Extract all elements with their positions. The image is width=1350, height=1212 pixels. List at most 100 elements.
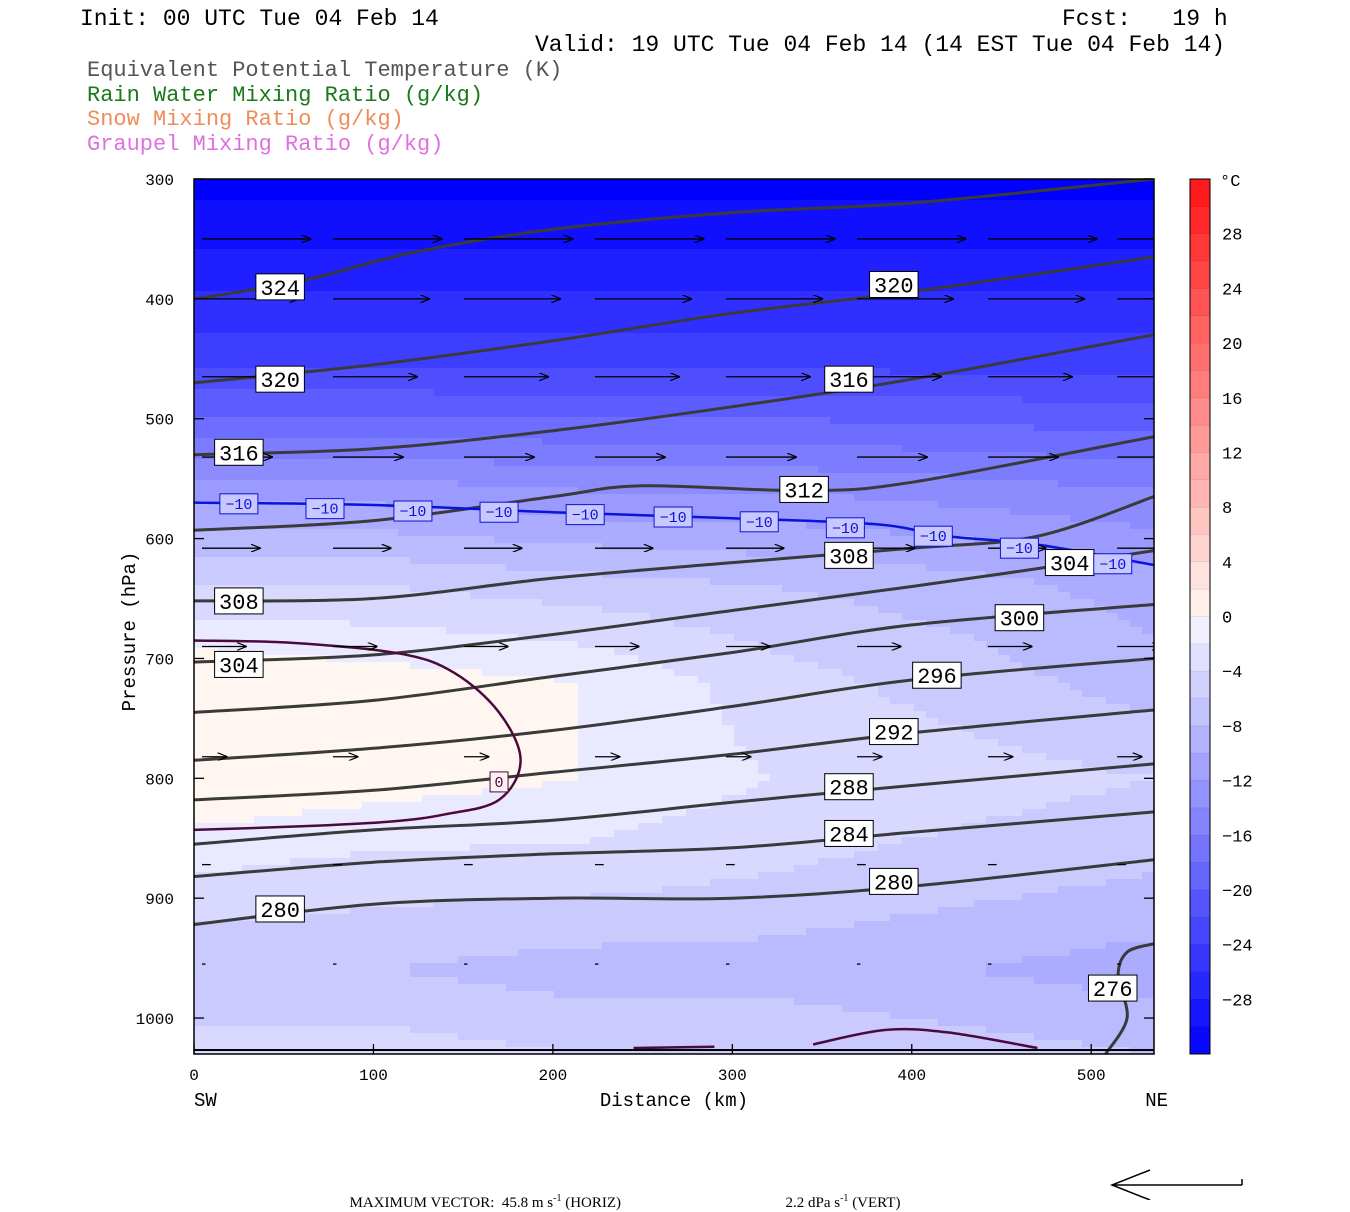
temperature-cell: [614, 550, 627, 558]
temperature-cell: [194, 445, 207, 453]
temperature-cell: [302, 480, 315, 488]
temperature-cell: [746, 221, 759, 229]
temperature-cell: [470, 599, 483, 607]
temperature-cell: [710, 501, 723, 509]
temperature-cell: [686, 298, 699, 306]
temperature-cell: [1058, 277, 1071, 285]
temperature-cell: [302, 585, 315, 593]
temperature-cell: [422, 571, 435, 579]
temperature-cell: [350, 550, 363, 558]
temperature-cell: [230, 571, 243, 579]
temperature-cell: [1034, 592, 1047, 600]
temperature-cell: [206, 487, 219, 495]
temperature-cell: [446, 298, 459, 306]
temperature-cell: [602, 536, 615, 544]
temperature-cell: [1094, 375, 1107, 383]
temperature-cell: [806, 263, 819, 271]
temperature-cell: [998, 319, 1011, 327]
temperature-cell: [410, 347, 423, 355]
temperature-cell: [866, 396, 879, 404]
temperature-cell: [1094, 487, 1107, 495]
temperature-cell: [866, 256, 879, 264]
temperature-cell: [506, 564, 519, 572]
temperature-cell: [1118, 473, 1131, 481]
temperature-cell: [230, 410, 243, 418]
temperature-cell: [818, 361, 831, 369]
temperature-cell: [806, 354, 819, 362]
temperature-cell: [542, 347, 555, 355]
temperature-cell: [566, 578, 579, 586]
temperature-cell: [710, 263, 723, 271]
temperature-cell: [1010, 326, 1023, 334]
temperature-cell: [842, 494, 855, 502]
temperature-cell: [374, 382, 387, 390]
temperature-cell: [218, 480, 231, 488]
temperature-cell: [530, 193, 543, 201]
temperature-cell: [782, 585, 795, 593]
temperature-cell: [422, 613, 435, 621]
temperature-cell: [230, 389, 243, 397]
temperature-cell: [278, 354, 291, 362]
temperature-cell: [1106, 221, 1119, 229]
temperature-cell: [830, 319, 843, 327]
temperature-cell: [758, 459, 771, 467]
temperature-cell: [314, 277, 327, 285]
temperature-cell: [734, 228, 747, 236]
temperature-cell: [506, 193, 519, 201]
temperature-cell: [770, 501, 783, 509]
temperature-cell: [374, 557, 387, 565]
temperature-cell: [194, 606, 207, 614]
temperature-cell: [1118, 319, 1131, 327]
temperature-cell: [662, 277, 675, 285]
temperature-cell: [1034, 571, 1047, 579]
temperature-cell: [890, 571, 903, 579]
temperature-cell: [530, 424, 543, 432]
temperature-cell: [350, 368, 363, 376]
temperature-cell: [518, 487, 531, 495]
temperature-cell: [230, 284, 243, 292]
temperature-cell: [1106, 599, 1119, 607]
temperature-cell: [1022, 326, 1035, 334]
temperature-cell: [506, 242, 519, 250]
temperature-cell: [470, 375, 483, 383]
temperature-cell: [878, 375, 891, 383]
temperature-cell: [794, 214, 807, 222]
temperature-cell: [1022, 319, 1035, 327]
temperature-cell: [638, 473, 651, 481]
temperature-cell: [566, 263, 579, 271]
temperature-cell: [314, 312, 327, 320]
temperature-cell: [362, 186, 375, 194]
temperature-cell: [938, 396, 951, 404]
temperature-cell: [626, 263, 639, 271]
temperature-cell: [218, 347, 231, 355]
temperature-cell: [530, 214, 543, 222]
temperature-cell: [926, 452, 939, 460]
temperature-cell: [686, 564, 699, 572]
temperature-cell: [626, 291, 639, 299]
temperature-cell: [326, 410, 339, 418]
temperature-cell: [470, 487, 483, 495]
temperature-cell: [950, 319, 963, 327]
temperature-cell: [338, 214, 351, 222]
temperature-cell: [710, 473, 723, 481]
temperature-cell: [686, 200, 699, 208]
temperature-cell: [518, 193, 531, 201]
temperature-cell: [374, 326, 387, 334]
temperature-cell: [1022, 186, 1035, 194]
temperature-cell: [530, 543, 543, 551]
temperature-cell: [926, 291, 939, 299]
temperature-cell: [446, 431, 459, 439]
temperature-cell: [302, 529, 315, 537]
temperature-cell: [530, 221, 543, 229]
temperature-cell: [494, 319, 507, 327]
temperature-cell: [626, 445, 639, 453]
temperature-cell: [674, 326, 687, 334]
temperature-cell: [782, 508, 795, 516]
temperature-cell: [1094, 186, 1107, 194]
temperature-cell: [278, 403, 291, 411]
temperature-cell: [1118, 396, 1131, 404]
temperature-cell: [326, 417, 339, 425]
init-label: Init: 00 UTC Tue 04 Feb 14: [80, 6, 439, 32]
temperature-cell: [590, 396, 603, 404]
temperature-cell: [758, 319, 771, 327]
